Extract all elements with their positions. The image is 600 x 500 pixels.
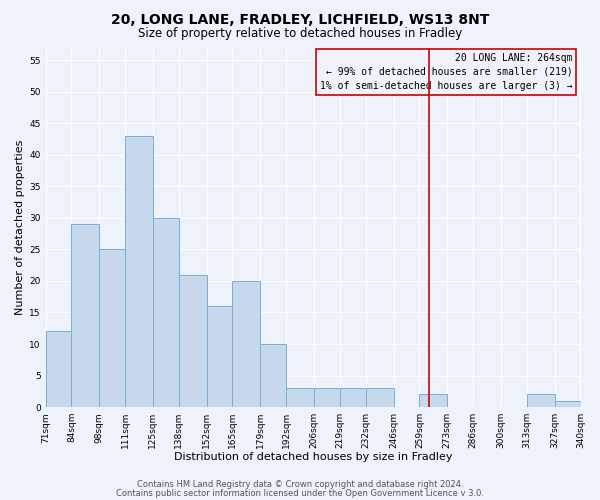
Bar [179, 274, 206, 407]
Bar [314, 388, 340, 407]
Bar [206, 306, 232, 407]
Bar [232, 281, 260, 407]
Text: 20 LONG LANE: 264sqm
← 99% of detached houses are smaller (219)
1% of semi-detac: 20 LONG LANE: 264sqm ← 99% of detached h… [320, 53, 572, 91]
Bar [366, 388, 394, 407]
Bar [46, 332, 71, 407]
Y-axis label: Number of detached properties: Number of detached properties [15, 140, 25, 315]
Bar [153, 218, 179, 407]
Text: Contains HM Land Registry data © Crown copyright and database right 2024.: Contains HM Land Registry data © Crown c… [137, 480, 463, 489]
Bar [71, 224, 99, 407]
Text: Contains public sector information licensed under the Open Government Licence v : Contains public sector information licen… [116, 488, 484, 498]
Bar [527, 394, 554, 407]
Bar [260, 344, 286, 407]
Bar [419, 394, 447, 407]
Text: Size of property relative to detached houses in Fradley: Size of property relative to detached ho… [138, 28, 462, 40]
Bar [554, 401, 581, 407]
X-axis label: Distribution of detached houses by size in Fradley: Distribution of detached houses by size … [174, 452, 452, 462]
Bar [286, 388, 314, 407]
Bar [99, 250, 125, 407]
Bar [125, 136, 153, 407]
Bar [340, 388, 366, 407]
Text: 20, LONG LANE, FRADLEY, LICHFIELD, WS13 8NT: 20, LONG LANE, FRADLEY, LICHFIELD, WS13 … [111, 12, 489, 26]
